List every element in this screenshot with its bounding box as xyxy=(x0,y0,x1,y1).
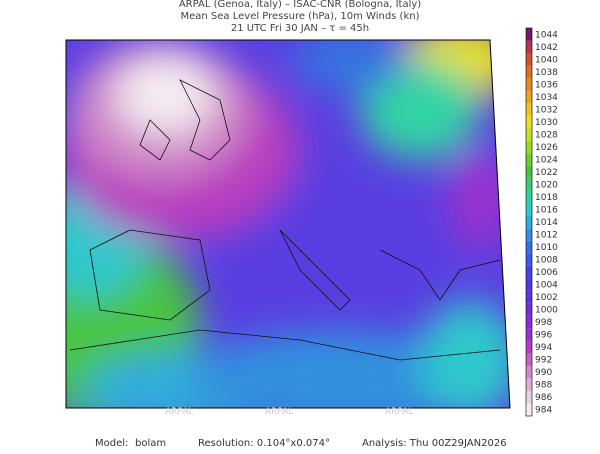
colorbar-swatch xyxy=(526,40,532,54)
colorbar-swatch xyxy=(526,228,532,241)
colorbar-label: 1020 xyxy=(535,180,558,190)
colorbar-label: 1038 xyxy=(535,68,558,78)
footer-label: Model: xyxy=(95,438,128,449)
pressure-field xyxy=(66,40,510,408)
colorbar-swatch xyxy=(526,390,532,404)
header-line: ARPAL (Genoa, Italy) – ISAC-CNR (Bologna… xyxy=(179,0,421,10)
footer-model: bolam xyxy=(135,438,166,449)
colorbar-label: 1006 xyxy=(535,268,558,278)
colorbar-swatch xyxy=(526,340,532,354)
colorbar-label: 996 xyxy=(535,331,552,341)
colorbar-swatch xyxy=(526,153,532,166)
colorbar-swatch xyxy=(526,65,532,79)
colorbar-swatch xyxy=(526,128,532,141)
colorbar-label: 1016 xyxy=(535,205,558,215)
colorbar-label: 1000 xyxy=(535,306,558,316)
watermark: ARPAL xyxy=(265,407,293,417)
watermark: ARPAL xyxy=(385,407,413,417)
colorbar-swatch xyxy=(526,165,532,179)
footer-resolution: Resolution: 0.104°x0.074° xyxy=(198,438,330,449)
colorbar-swatch xyxy=(526,115,532,129)
colorbar-swatch xyxy=(526,190,532,204)
colorbar-swatch xyxy=(526,90,532,104)
colorbar-label: 994 xyxy=(535,343,552,353)
colorbar-swatch xyxy=(526,290,532,304)
colorbar-label: 1034 xyxy=(535,93,558,103)
colorbar-swatch xyxy=(526,140,532,154)
colorbar-label: 998 xyxy=(535,318,552,328)
colorbar-swatch xyxy=(526,215,532,229)
colorbar-label: 1002 xyxy=(535,293,558,303)
header-line: Mean Sea Level Pressure (hPa), 10m Winds… xyxy=(181,11,420,22)
colorbar-border xyxy=(525,27,533,417)
map-frame xyxy=(65,39,511,409)
colorbar-label: 1022 xyxy=(535,168,558,178)
colorbar-swatch xyxy=(526,253,532,266)
colorbar-label: 1036 xyxy=(535,80,558,90)
colorbar-label: 1044 xyxy=(535,30,558,40)
colorbar-swatch xyxy=(526,365,532,379)
colorbar-swatch xyxy=(526,353,532,366)
colorbar-swatch xyxy=(526,203,532,216)
colorbar-swatch xyxy=(526,28,532,41)
colorbar-swatch xyxy=(526,315,532,329)
colorbar-swatch xyxy=(526,265,532,279)
colorbar-swatch xyxy=(526,78,532,91)
colorbar-label: 1010 xyxy=(535,243,558,253)
colorbar-swatch xyxy=(526,403,532,416)
colorbar-label: 1040 xyxy=(535,55,558,65)
colorbar-swatch xyxy=(526,103,532,116)
colorbar-label: 990 xyxy=(535,368,552,378)
colorbar-swatch xyxy=(526,328,532,341)
colorbar-label: 1028 xyxy=(535,130,558,140)
colorbar-swatch xyxy=(526,303,532,316)
watermark: ARPAL xyxy=(165,407,193,417)
colorbar-label: 986 xyxy=(535,393,552,403)
colorbar-swatch xyxy=(526,240,532,254)
colorbar-swatch xyxy=(526,53,532,66)
colorbar-label: 1004 xyxy=(535,281,558,291)
header-line: 21 UTC Fri 30 JAN – τ = 45h xyxy=(231,23,369,34)
colorbar-label: 992 xyxy=(535,356,552,366)
colorbar-label: 1024 xyxy=(535,155,558,165)
colorbar-label: 988 xyxy=(535,381,552,391)
colorbar-label: 1032 xyxy=(535,105,558,115)
footer-analysis: Analysis: Thu 00Z29JAN2026 xyxy=(362,438,507,449)
colorbar-swatch xyxy=(526,278,532,291)
colorbar-label: 1014 xyxy=(535,218,558,228)
colorbar-swatch xyxy=(526,378,532,391)
colorbar-label: 1042 xyxy=(535,43,558,53)
colorbar-label: 1030 xyxy=(535,118,558,128)
colorbar-label: 1026 xyxy=(535,143,558,153)
colorbar-label: 984 xyxy=(535,406,552,416)
colorbar-label: 1018 xyxy=(535,193,558,203)
colorbar-label: 1012 xyxy=(535,231,558,241)
colorbar-swatch xyxy=(526,178,532,191)
colorbar-label: 1008 xyxy=(535,256,558,266)
